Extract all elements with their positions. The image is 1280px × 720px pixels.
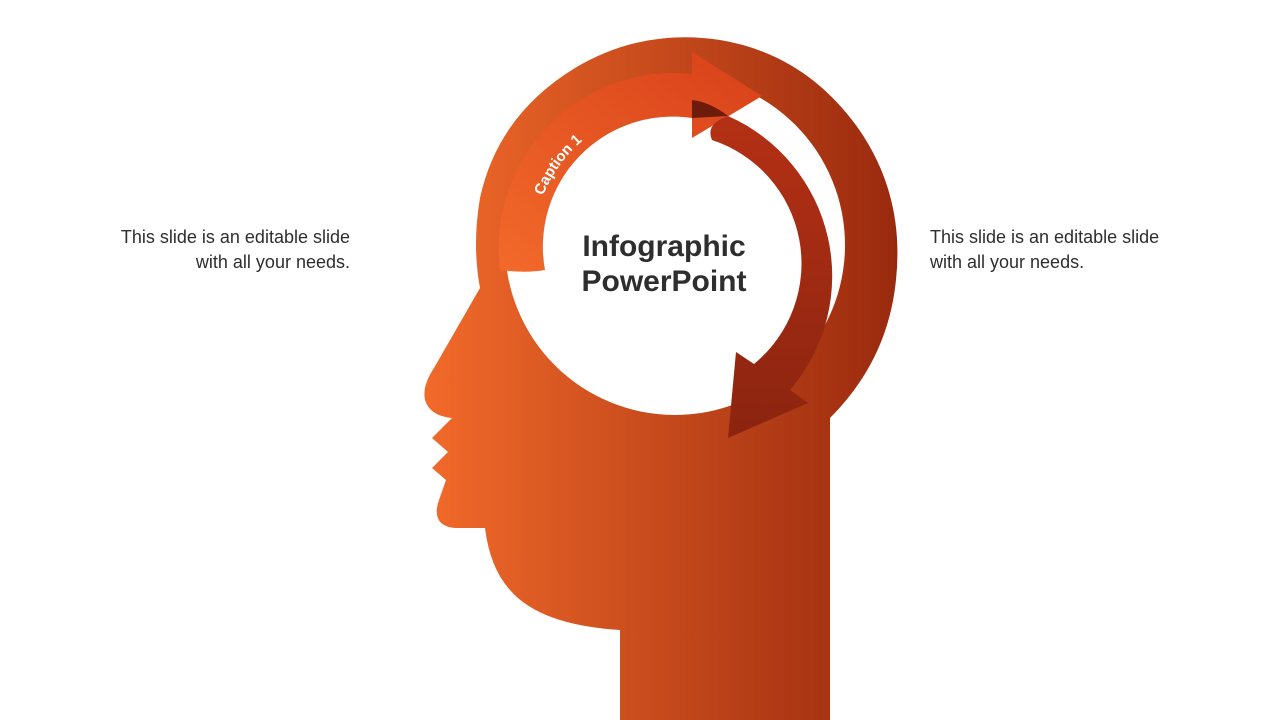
side-text-left: This slide is an editable slide with all… — [100, 225, 350, 275]
center-title: Infographic PowerPoint — [514, 230, 814, 299]
head-cycle-graphic: Caption 1 Caption 2 — [360, 20, 920, 720]
center-title-line1: Infographic — [514, 230, 814, 265]
center-title-line2: PowerPoint — [514, 265, 814, 300]
infographic-canvas: Caption 1 Caption 2 Infographic PowerPoi… — [0, 0, 1280, 720]
side-text-right: This slide is an editable slide with all… — [930, 225, 1180, 275]
head-silhouette — [424, 37, 897, 720]
